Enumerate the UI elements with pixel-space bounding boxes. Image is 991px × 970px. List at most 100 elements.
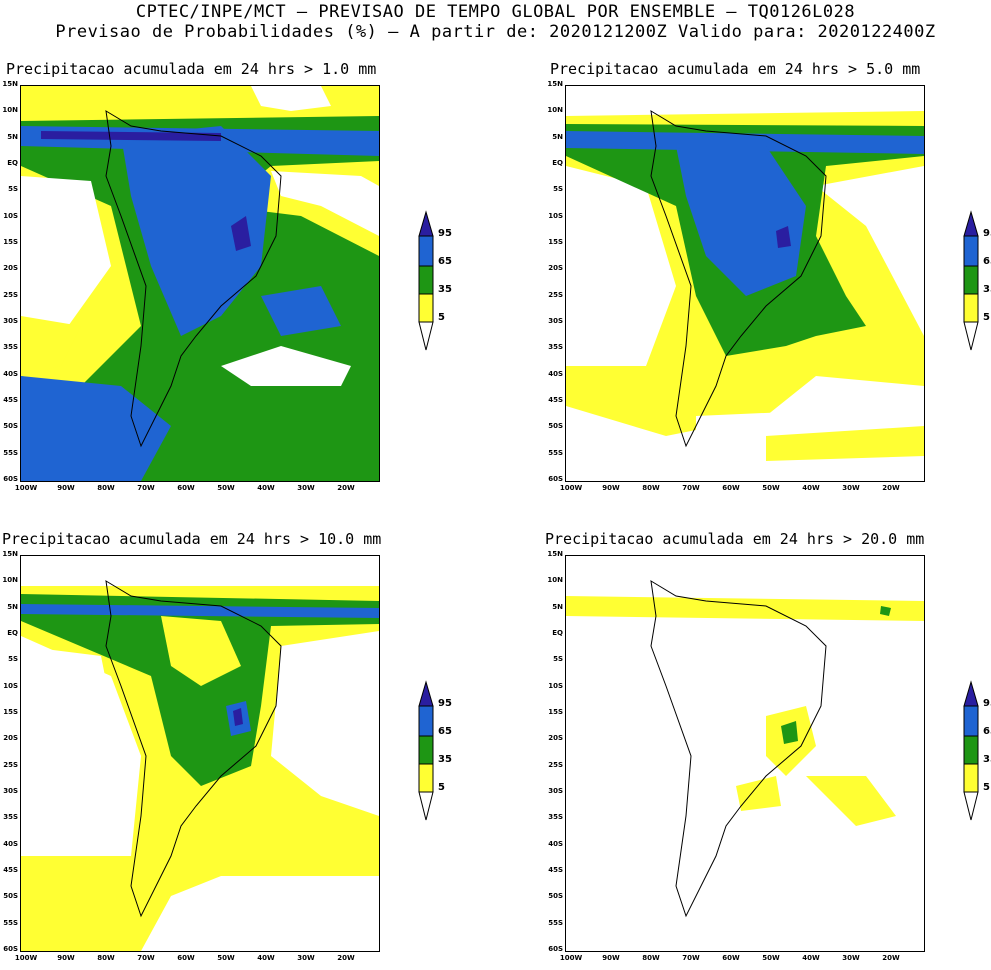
legend-label: 65 (983, 726, 991, 737)
legend-label: 95 (438, 228, 452, 239)
lat-tick-label: 55S (548, 918, 563, 927)
lat-tick-label: 45S (548, 396, 563, 404)
shade-purple-core (776, 226, 791, 248)
panel-title: Precipitacao acumulada em 24 hrs > 5.0 m… (550, 60, 921, 78)
legend-colorbar (963, 210, 979, 351)
legend-label: 35 (983, 284, 991, 295)
lat-tick-label: EQ (7, 159, 18, 167)
lat-tick-label: 60S (548, 475, 563, 483)
main-title: CPTEC/INPE/MCT – PREVISAO DE TEMPO GLOBA… (135, 2, 856, 22)
lat-tick-label: 30S (548, 787, 563, 795)
panel-title: Precipitacao acumulada em 24 hrs > 20.0 … (545, 530, 925, 548)
lat-tick-label: 35S (3, 343, 18, 352)
lon-tick-label: 90W (57, 484, 75, 492)
legend-label: 5 (438, 312, 445, 323)
lat-tick-label: 20S (3, 734, 18, 743)
lon-tick-label: 100W (14, 484, 38, 492)
lat-tick-label: 5N (552, 602, 563, 611)
coastline (105, 580, 282, 918)
lat-tick-label: 50S (548, 422, 563, 431)
legend-label: 95 (983, 698, 991, 709)
probability-map (20, 85, 380, 482)
lat-tick-label: 5S (8, 655, 18, 664)
shade-white-1 (21, 646, 121, 826)
shade-white-atlantic (271, 171, 379, 236)
lon-tick-label: 60W (722, 484, 740, 492)
shade-green-2 (880, 606, 891, 616)
legend-label: 35 (438, 284, 452, 295)
shade-green-1 (781, 721, 798, 744)
lat-tick-label: 60S (548, 945, 563, 953)
legend-bottom-arrow (963, 321, 979, 351)
coastline (650, 110, 827, 448)
lat-tick-label: 30S (3, 317, 18, 325)
lat-tick-label: 5S (553, 655, 563, 664)
shade-blue-continent (121, 126, 271, 336)
lon-tick-label: 40W (257, 484, 275, 492)
lon-tick-label: 70W (137, 954, 155, 962)
lon-tick-label: 30W (842, 954, 860, 962)
shade-yellow-1 (161, 616, 241, 686)
legend-label: 5 (983, 312, 990, 323)
lat-tick-label: EQ (7, 629, 18, 637)
lat-tick-label: 10S (548, 211, 563, 220)
map-panel-10mm: Precipitacao acumulada em 24 hrs > 10.0 … (0, 530, 440, 970)
legend-yellow-box (418, 293, 434, 323)
legend-green-box (418, 265, 434, 295)
lon-tick-label: 50W (762, 484, 780, 492)
lon-tick-label: 40W (802, 954, 820, 962)
shade-purple-core (231, 216, 251, 251)
panel-title: Precipitacao acumulada em 24 hrs > 1.0 m… (6, 60, 377, 78)
lon-tick-label: 100W (559, 954, 583, 962)
legend-label: 5 (983, 782, 990, 793)
lat-tick-label: 15S (3, 708, 18, 716)
lat-tick-label: 10S (3, 681, 18, 690)
lat-tick-label: 15N (2, 80, 18, 88)
lon-tick-label: 20W (882, 484, 900, 492)
lon-tick-label: 80W (642, 954, 660, 962)
legend-colorbar (418, 680, 434, 821)
lat-tick-label: EQ (552, 159, 563, 167)
legend-green-box (418, 735, 434, 765)
lon-tick-label: 80W (642, 484, 660, 492)
lon-tick-label: 30W (297, 954, 315, 962)
legend-colorbar (963, 680, 979, 821)
legend-bottom-arrow (963, 791, 979, 821)
legend-top-arrow (963, 680, 979, 707)
legend-colorbar (418, 210, 434, 351)
map-panel-20mm: Precipitacao acumulada em 24 hrs > 20.0 … (545, 530, 985, 970)
legend-top-arrow (418, 680, 434, 707)
lon-tick-label: 100W (559, 484, 583, 492)
lon-tick-label: 70W (682, 954, 700, 962)
panel-title: Precipitacao acumulada em 24 hrs > 10.0 … (2, 530, 382, 548)
lat-tick-label: 10S (3, 211, 18, 220)
shade-green (21, 594, 379, 786)
legend-green-box (963, 265, 979, 295)
lat-tick-label: 25S (548, 760, 563, 769)
lon-tick-label: 50W (217, 954, 235, 962)
lat-tick-label: 10N (2, 576, 18, 585)
legend-yellow-box (963, 293, 979, 323)
legend-yellow-box (963, 763, 979, 793)
lat-tick-label: 60S (3, 475, 18, 483)
legend-green-box (963, 735, 979, 765)
lat-tick-label: 45S (3, 396, 18, 404)
probability-map (565, 85, 925, 482)
lat-tick-label: 50S (3, 422, 18, 431)
lon-tick-label: 50W (217, 484, 235, 492)
legend-top-arrow (418, 210, 434, 237)
lat-tick-label: 45S (548, 866, 563, 874)
map-panel-1mm: Precipitacao acumulada em 24 hrs > 1.0 m… (0, 60, 440, 500)
legend-label: 95 (438, 698, 452, 709)
lat-tick-label: 15S (548, 708, 563, 716)
lon-tick-label: 70W (682, 484, 700, 492)
legend-label: 65 (983, 256, 991, 267)
probability-legend: 95 65 35 5 (418, 210, 452, 360)
legend-blue-box (963, 235, 979, 267)
lat-tick-label: EQ (552, 629, 563, 637)
lat-tick-label: 60S (3, 945, 18, 953)
lon-tick-label: 70W (137, 484, 155, 492)
probability-legend: 95 65 35 5 (418, 680, 452, 830)
lon-tick-label: 20W (337, 484, 355, 492)
shade-blue-atlantic (261, 286, 341, 336)
